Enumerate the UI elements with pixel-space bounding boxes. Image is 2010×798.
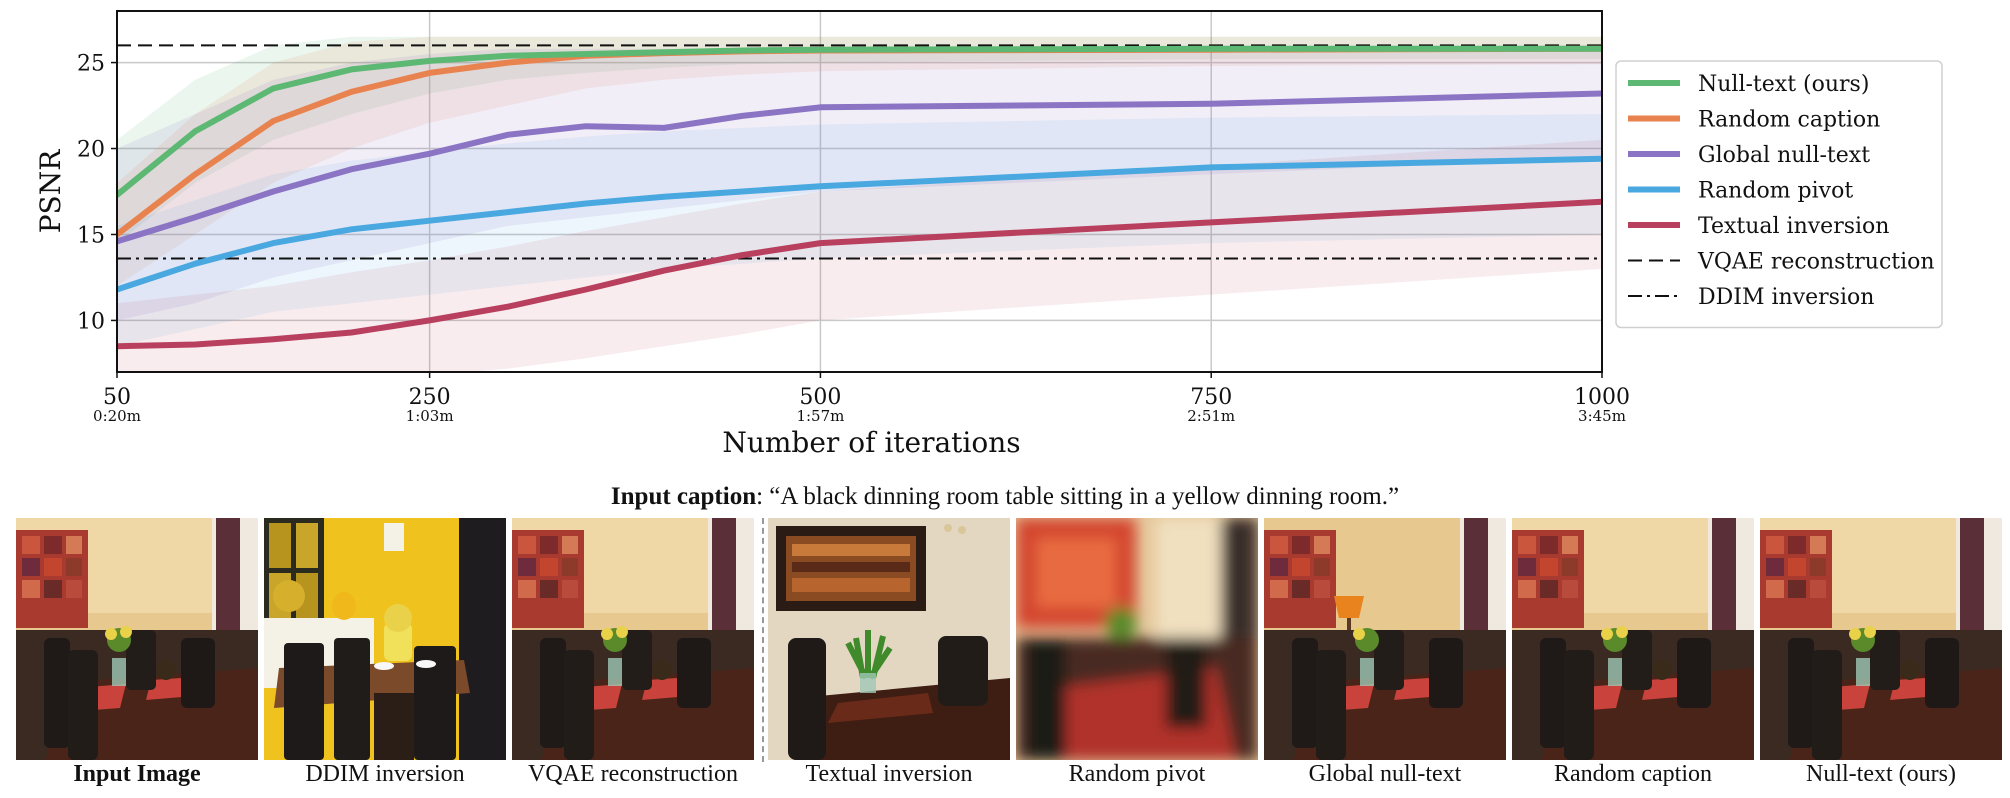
legend-box <box>1615 60 1943 329</box>
panel-label: Textual inversion <box>805 761 973 787</box>
x-tick-label: 500 <box>799 385 841 410</box>
x-tick-sublabel: 1:57m <box>796 407 844 425</box>
legend-label: DDIM inversion <box>1698 285 1874 310</box>
panel-input-image: Input Image <box>16 518 258 798</box>
random-caption-photo <box>1512 518 1754 760</box>
input-image-photo <box>16 518 258 760</box>
textual-inversion-photo <box>768 518 1010 760</box>
series-line <box>117 155 1602 293</box>
panel-label: VQAE reconstruction <box>528 761 738 787</box>
legend-label: Global null-text <box>1698 143 1870 168</box>
legend-label: Null-text (ours) <box>1698 72 1869 97</box>
dining-room-image <box>1016 518 1258 760</box>
comparison-image-strip: Input Image DDIM inversion <box>0 518 2010 798</box>
panel-textual-inversion: Textual inversion <box>768 518 1010 798</box>
x-tick-sublabel: 0:20m <box>93 407 141 425</box>
dining-room-image <box>1512 518 1754 760</box>
series-line <box>117 45 1602 198</box>
dashed-divider <box>762 518 764 762</box>
dining-room-image <box>1264 518 1506 760</box>
series-line <box>117 90 1602 245</box>
x-tick-label: 750 <box>1190 385 1232 410</box>
random-pivot-photo <box>1016 518 1258 760</box>
null-text-ours-photo <box>1760 518 2002 760</box>
x-tick-label: 1000 <box>1574 385 1630 410</box>
plot-area <box>117 36 1602 372</box>
panel-random-caption: Random caption <box>1512 518 1754 798</box>
panel-vqae-reconstruction: VQAE reconstruction <box>512 518 754 798</box>
x-axis-label: Number of iterations <box>722 426 1020 459</box>
panel-global-null-text: Global null-text <box>1264 518 1506 798</box>
panel-label: Null-text (ours) <box>1806 761 1956 787</box>
panel-label: Global null-text <box>1308 761 1462 787</box>
series-line <box>117 198 1602 350</box>
plot-frame <box>116 10 1603 373</box>
y-tick-label: 25 <box>77 52 105 77</box>
legend-label: Textual inversion <box>1698 214 1889 239</box>
panel-label: DDIM inversion <box>305 761 465 787</box>
confidence-band <box>117 139 1602 372</box>
legend-label: Random caption <box>1698 108 1880 133</box>
input-caption: Input caption: “A black dinning room tab… <box>0 483 2010 511</box>
x-tick-sublabel: 1:03m <box>406 407 454 425</box>
x-tick-label: 250 <box>409 385 451 410</box>
panel-null-text-ours: Null-text (ours) <box>1760 518 2002 798</box>
confidence-band <box>117 36 1602 286</box>
global-null-text-photo <box>1264 518 1506 760</box>
input-caption-text: : “A black dinning room table sitting in… <box>756 483 1400 510</box>
x-tick-sublabel: 3:45m <box>1578 407 1626 425</box>
y-axis-label: PSNR <box>34 149 67 234</box>
legend-label: Random pivot <box>1698 179 1853 204</box>
y-tick-label: 10 <box>77 309 105 334</box>
dining-room-image <box>512 518 754 760</box>
vqae-reconstruction-photo <box>512 518 754 760</box>
panel-label: Random caption <box>1554 761 1712 787</box>
input-caption-label: Input caption <box>610 483 757 510</box>
dining-room-image <box>16 518 258 760</box>
panel-random-pivot: Random pivot <box>1016 518 1258 798</box>
ddim-inversion-photo <box>264 518 506 760</box>
y-tick-label: 20 <box>77 138 105 163</box>
panel-label: Input Image <box>73 761 201 787</box>
confidence-band <box>117 36 1602 244</box>
dining-room-image <box>264 518 506 760</box>
dining-room-image <box>768 518 1010 760</box>
panel-label: Random pivot <box>1068 761 1206 787</box>
confidence-band <box>117 114 1602 347</box>
dining-room-image <box>1760 518 2002 760</box>
legend-label: VQAE reconstruction <box>1697 250 1935 275</box>
x-tick-sublabel: 2:51m <box>1187 407 1235 425</box>
panel-ddim-inversion: DDIM inversion <box>264 518 506 798</box>
y-tick-label: 15 <box>77 223 105 248</box>
x-tick-label: 50 <box>103 385 131 410</box>
